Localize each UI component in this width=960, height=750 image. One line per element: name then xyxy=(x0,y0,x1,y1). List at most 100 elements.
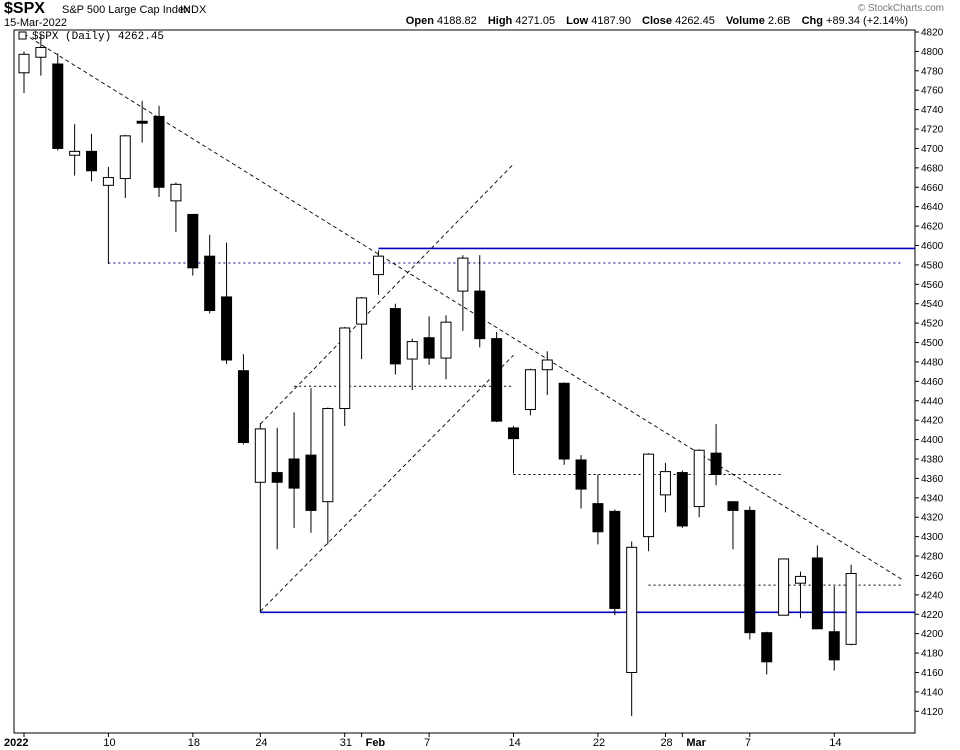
candle-body xyxy=(35,47,47,58)
candle-body xyxy=(18,53,30,74)
candle-body xyxy=(170,183,182,202)
y-tick-label: 4460 xyxy=(921,377,944,388)
candle-body xyxy=(727,501,739,511)
candle-body xyxy=(52,63,64,149)
candle-body xyxy=(237,370,249,443)
y-axis: 4120 4140 4160 4180 4200 4220 4240 4260 4280 4300… xyxy=(915,28,944,718)
watermark: © StockCharts.com xyxy=(857,3,944,14)
y-tick-label: 4240 xyxy=(921,590,944,601)
x-tick-label: 14 xyxy=(829,737,841,749)
x-tick-label: Mar xyxy=(686,737,706,749)
y-tick-label: 4200 xyxy=(921,629,944,640)
y-tick-label: 4740 xyxy=(921,105,944,116)
x-tick-label: 2022 xyxy=(4,737,28,749)
y-tick-label: 4380 xyxy=(921,454,944,465)
candle-body xyxy=(440,321,452,359)
x-tick-label: 28 xyxy=(660,737,672,749)
chg-label: Chg xyxy=(801,15,823,27)
x-tick-label: 24 xyxy=(255,737,267,749)
y-tick-label: 4780 xyxy=(921,66,944,77)
candle-body xyxy=(119,135,131,180)
candle-body xyxy=(423,337,435,359)
candle-body xyxy=(406,341,418,360)
y-tick-label: 4800 xyxy=(921,47,944,58)
candle-body xyxy=(659,471,671,496)
candle-body xyxy=(474,290,486,340)
y-tick-label: 4760 xyxy=(921,86,944,97)
trendline xyxy=(259,163,514,425)
y-tick-label: 4700 xyxy=(921,144,944,155)
y-tick-label: 4420 xyxy=(921,416,944,427)
candle-body xyxy=(845,572,857,645)
candle-body xyxy=(69,150,81,156)
candle-body xyxy=(204,255,216,312)
y-tick-label: 4400 xyxy=(921,435,944,446)
chart-legend: $SPX (Daily) 4262.45 xyxy=(18,31,164,43)
candle-body xyxy=(372,255,384,276)
ohlc-readout: Open 4188.82 High 4271.05 Low 4187.90 Cl… xyxy=(406,15,916,27)
y-tick-label: 4260 xyxy=(921,571,944,582)
y-tick-label: 4300 xyxy=(921,532,944,543)
y-tick-label: 4640 xyxy=(921,202,944,213)
x-tick-label: 14 xyxy=(509,737,521,749)
legend-swatch xyxy=(18,31,27,40)
candle-body xyxy=(609,510,621,609)
candle-body xyxy=(389,308,401,365)
close-label: Close xyxy=(642,15,673,27)
exchange-label: INDX xyxy=(180,4,207,16)
candle-body xyxy=(254,428,266,483)
trendlines-layer xyxy=(23,33,902,612)
candle-body xyxy=(524,369,536,410)
y-tick-label: 4520 xyxy=(921,319,944,330)
x-tick-label: 18 xyxy=(188,737,200,749)
candle-body xyxy=(592,503,604,533)
low-value: 4187.90 xyxy=(591,15,631,27)
x-tick-label: 7 xyxy=(424,737,430,749)
candle-body xyxy=(643,453,655,538)
x-axis: 2022 10 18 24 31 Feb 7 14 22 28 Mar 7 14 xyxy=(4,733,841,749)
candle-body xyxy=(271,472,283,483)
open-value: 4188.82 xyxy=(436,15,477,27)
candle-body xyxy=(356,297,368,325)
y-tick-label: 4660 xyxy=(921,183,944,194)
x-tick-label: Feb xyxy=(366,737,386,749)
x-tick-label: 22 xyxy=(593,737,605,749)
candle-body xyxy=(187,213,199,269)
y-tick-label: 4580 xyxy=(921,260,944,271)
y-tick-label: 4620 xyxy=(921,222,944,233)
high-value: 4271.05 xyxy=(515,15,556,27)
high-label: High xyxy=(487,15,513,27)
candle-body xyxy=(811,557,823,630)
y-tick-label: 4560 xyxy=(921,280,944,291)
symbol-label: $SPX xyxy=(4,0,45,17)
candle-body xyxy=(794,575,806,584)
y-tick-label: 4820 xyxy=(921,28,944,39)
candle-body xyxy=(575,459,587,490)
candle-body xyxy=(136,120,148,124)
candle-body xyxy=(322,408,334,503)
volume-value: 2.6B xyxy=(767,15,791,27)
candle-body xyxy=(288,458,300,489)
y-tick-label: 4140 xyxy=(921,687,944,698)
y-tick-label: 4220 xyxy=(921,610,944,621)
candle-body xyxy=(693,449,705,508)
candle-body xyxy=(221,296,233,361)
candle-body xyxy=(744,509,756,634)
y-tick-label: 4280 xyxy=(921,552,944,563)
candle-body xyxy=(508,427,520,440)
y-tick-label: 4360 xyxy=(921,474,944,485)
y-tick-label: 4600 xyxy=(921,241,944,252)
chg-value: +89.34 (+2.14%) xyxy=(826,15,908,27)
trendline xyxy=(23,33,902,580)
candle-body xyxy=(558,382,570,460)
y-tick-label: 4680 xyxy=(921,163,944,174)
x-tick-label: 10 xyxy=(103,737,115,749)
index-description: S&P 500 Large Cap Index xyxy=(62,4,190,16)
x-tick-label: 31 xyxy=(340,737,352,749)
candle-body xyxy=(305,454,317,511)
legend-text: $SPX (Daily) 4262.45 xyxy=(32,31,164,43)
y-tick-label: 4120 xyxy=(921,707,944,718)
y-tick-label: 4320 xyxy=(921,513,944,524)
candle-body xyxy=(626,546,638,673)
